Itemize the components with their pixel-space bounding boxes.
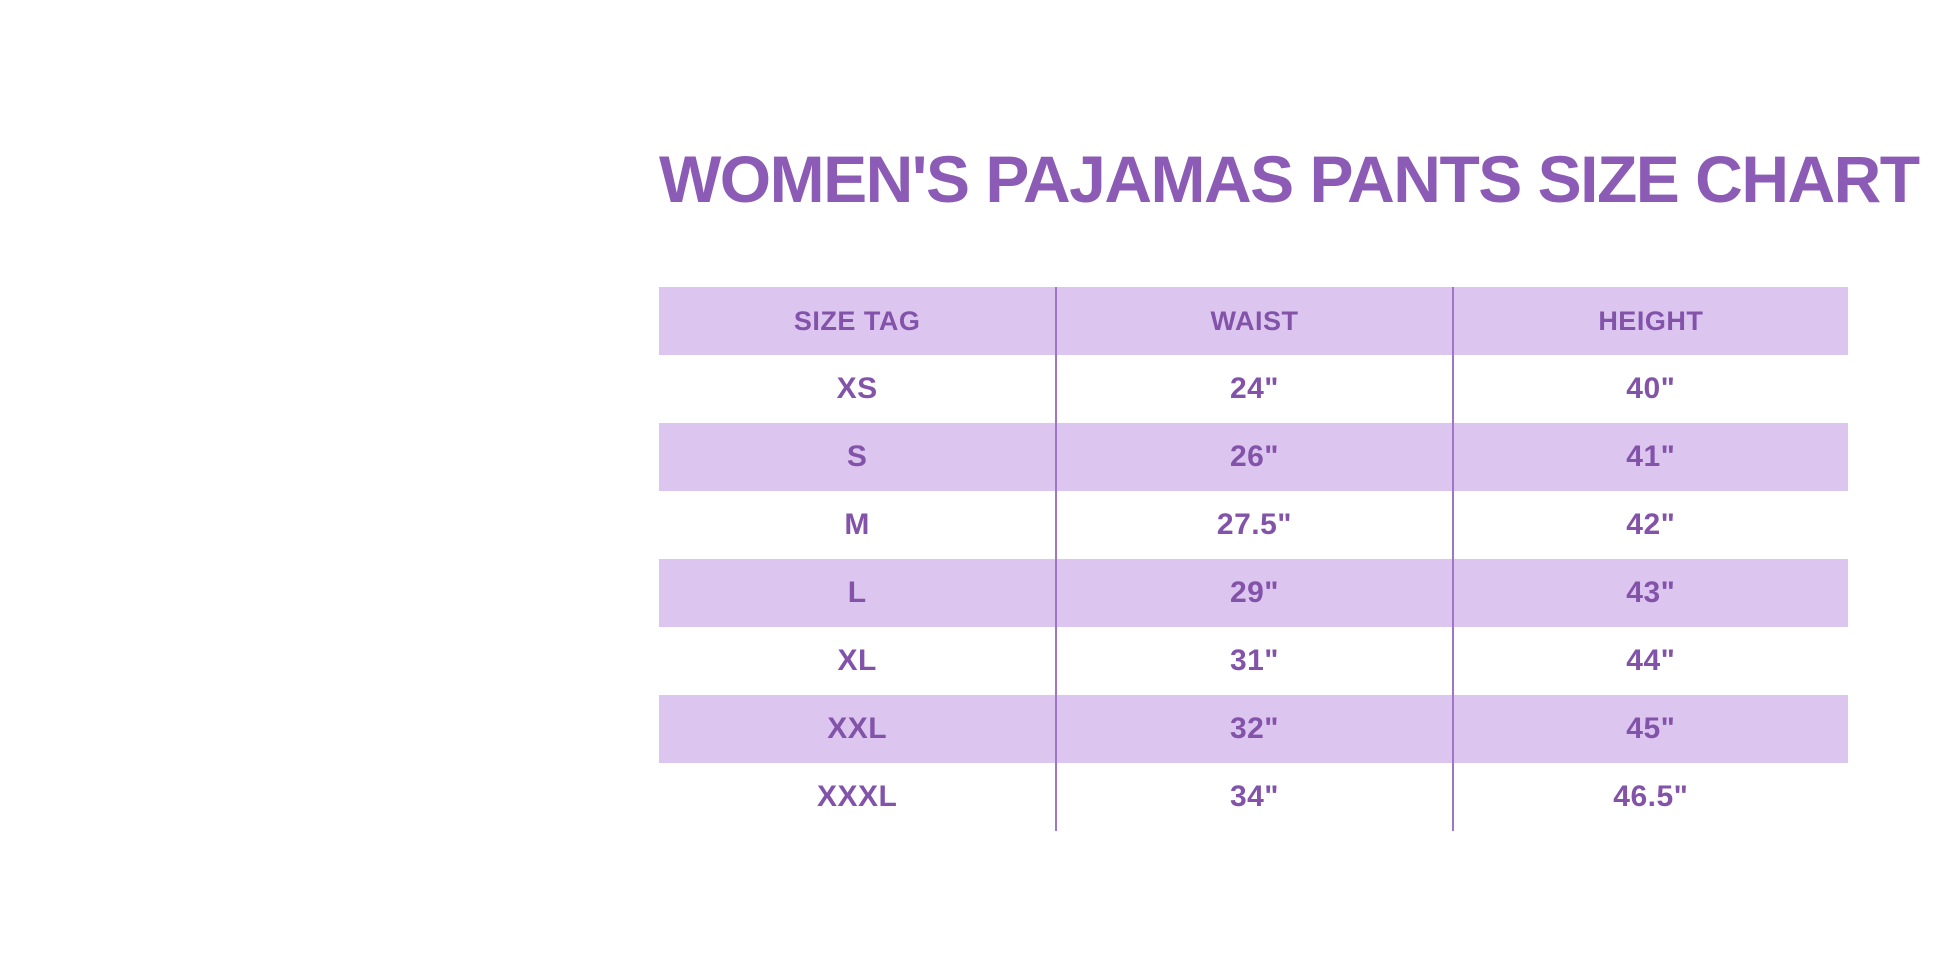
table-row: M 27.5" 42" (659, 491, 1848, 559)
table-row: XXXL 34" 46.5" (659, 763, 1848, 831)
header-cell-waist: WAIST (1055, 287, 1451, 355)
cell-waist: 29" (1055, 559, 1451, 627)
cell-height: 45" (1451, 695, 1848, 763)
cell-waist: 31" (1055, 627, 1451, 695)
cell-waist: 32" (1055, 695, 1451, 763)
cell-size-tag: XXL (827, 712, 888, 745)
table-header-row: SIZE TAG WAIST HEIGHT (659, 287, 1848, 355)
cell-size-tag: XXXL (816, 780, 898, 813)
table-row: L 29" 43" (659, 559, 1848, 627)
cell-height: 42" (1451, 491, 1848, 559)
cell-size-tag: XL (837, 644, 877, 677)
table-row: XXL 32" 45" (659, 695, 1848, 763)
header-cell-height: HEIGHT (1451, 287, 1848, 355)
cell-waist: 34" (1055, 763, 1451, 831)
cell-height: 41" (1451, 423, 1848, 491)
cell-height: 44" (1451, 627, 1848, 695)
cell-waist: 24" (1055, 355, 1451, 423)
cell-waist: 27.5" (1055, 491, 1451, 559)
table-row: S 26" 41" (659, 423, 1848, 491)
table-row: XS 24" 40" (659, 355, 1848, 423)
header-cell-size-tag: SIZE TAG (793, 305, 921, 336)
cell-size-tag: L (847, 576, 867, 609)
cell-waist: 26" (1055, 423, 1451, 491)
table-row: XL 31" 44" (659, 627, 1848, 695)
cell-size-tag: M (844, 508, 870, 541)
page-title: WOMEN'S PAJAMAS PANTS SIZE CHART (659, 142, 1920, 217)
cell-height: 46.5" (1451, 763, 1848, 831)
cell-height: 43" (1451, 559, 1848, 627)
cell-height: 40" (1451, 355, 1848, 423)
cell-size-tag: S (846, 440, 868, 473)
size-chart-table: SIZE TAG WAIST HEIGHT XS 24" 40" S 26" 4… (659, 287, 1848, 831)
cell-size-tag: XS (836, 372, 878, 405)
